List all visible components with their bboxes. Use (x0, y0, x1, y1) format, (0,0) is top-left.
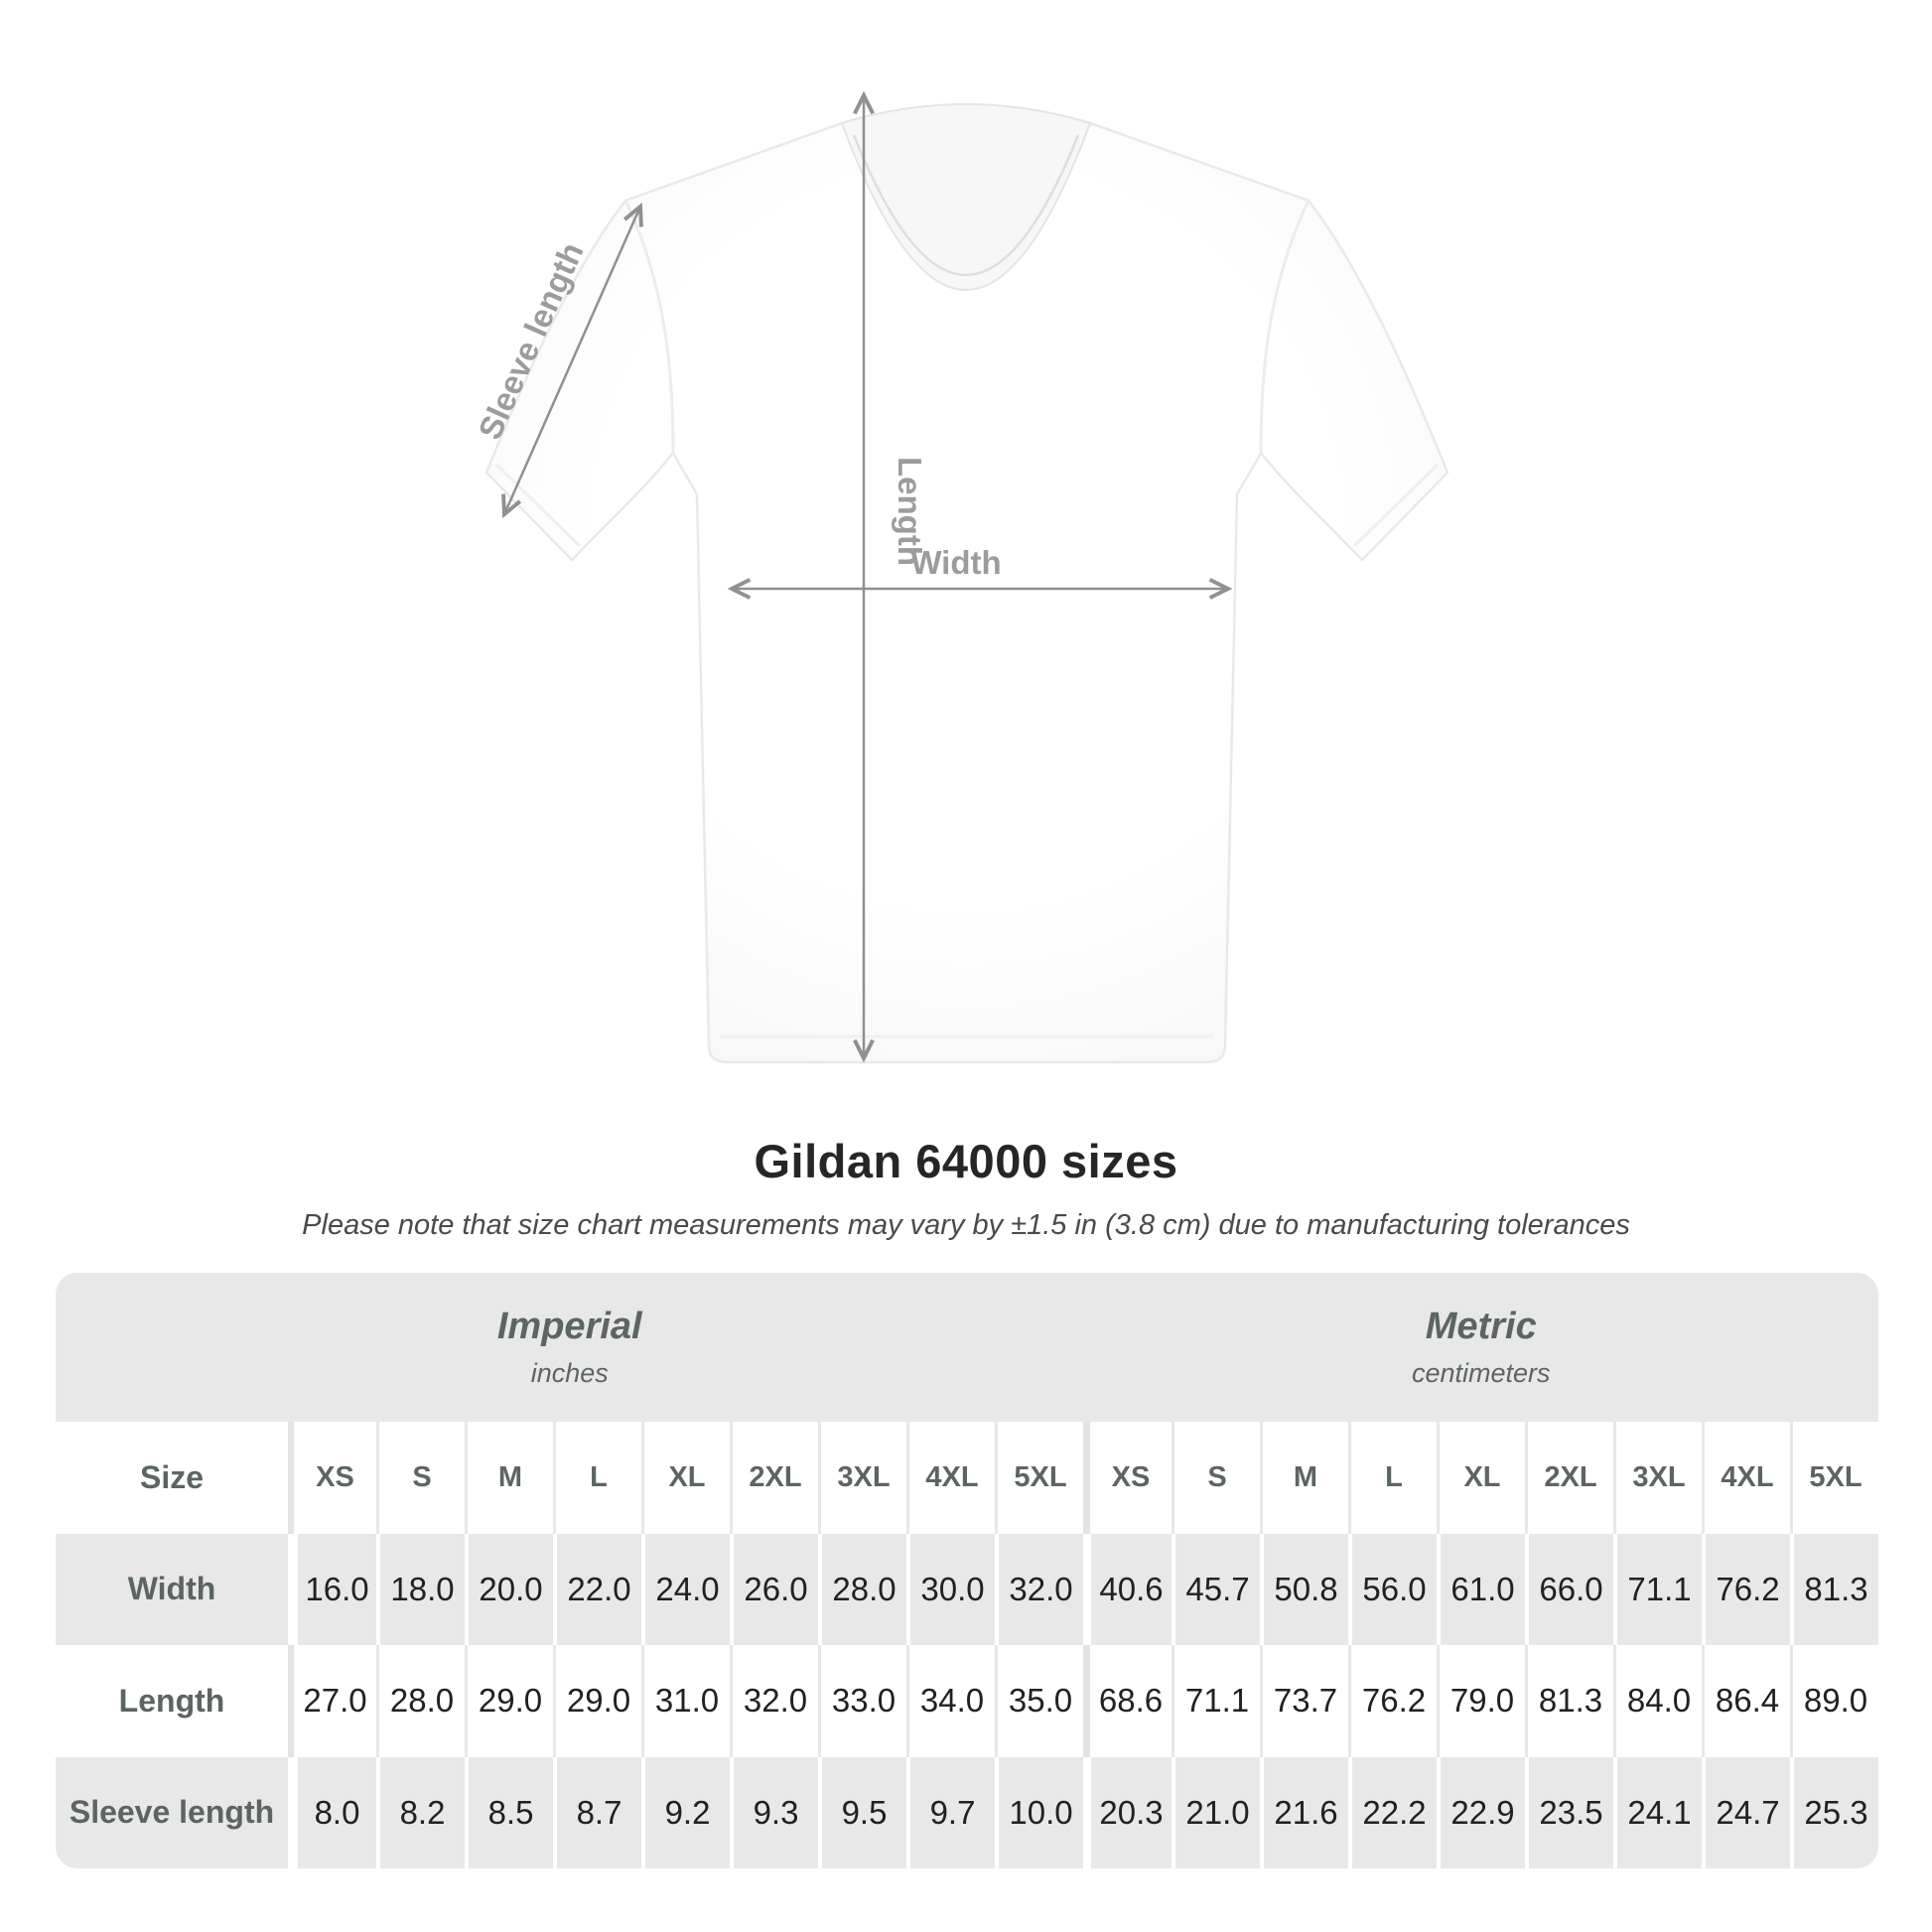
metric-group-name: Metric (1425, 1306, 1537, 1347)
imperial-group-unit: inches (530, 1358, 609, 1388)
tshirt-image: Sleeve length Length Width (471, 90, 1449, 1064)
imperial-value-cell: 28.0 (818, 1533, 906, 1645)
metric-value-cell: 76.2 (1702, 1533, 1790, 1645)
size-header-metric-5xl: 5XL (1790, 1422, 1878, 1534)
metric-value-cell: 20.3 (1083, 1756, 1172, 1868)
metric-value-cell: 22.9 (1437, 1756, 1525, 1868)
metric-group-header: Metric centimeters (1084, 1273, 1878, 1422)
row-label: Length (56, 1645, 288, 1757)
length-label: Length (892, 457, 928, 566)
imperial-value-cell: 31.0 (641, 1645, 730, 1757)
imperial-value-cell: 27.0 (288, 1645, 376, 1757)
tshirt-graphic (484, 103, 1449, 1064)
metric-value-cell: 61.0 (1437, 1533, 1525, 1645)
imperial-value-cell: 24.0 (641, 1533, 730, 1645)
imperial-value-cell: 9.3 (730, 1756, 818, 1868)
size-header-metric-2xl: 2XL (1525, 1422, 1613, 1534)
size-header-imperial-l: L (553, 1422, 641, 1534)
metric-value-cell: 40.6 (1083, 1533, 1172, 1645)
metric-value-cell: 79.0 (1437, 1645, 1525, 1757)
size-header-imperial-3xl: 3XL (818, 1422, 906, 1534)
imperial-value-cell: 10.0 (995, 1756, 1083, 1868)
imperial-value-cell: 35.0 (995, 1645, 1083, 1757)
metric-value-cell: 23.5 (1525, 1756, 1613, 1868)
measurement-grid: Size XS S M L XL 2XL 3XL 4XL 5XL XS S M L XL 2XL 3XL 4XL 5… (56, 1422, 1878, 1868)
imperial-value-cell: 34.0 (906, 1645, 995, 1757)
metric-value-cell: 89.0 (1790, 1645, 1878, 1757)
imperial-value-cell: 28.0 (376, 1645, 465, 1757)
size-header-metric-4xl: 4XL (1702, 1422, 1790, 1534)
metric-value-cell: 73.7 (1260, 1645, 1348, 1757)
page-title: Gildan 64000 sizes (754, 1135, 1178, 1187)
width-label: Width (910, 544, 1001, 581)
imperial-value-cell: 8.0 (288, 1756, 376, 1868)
row-label: Sleeve length (56, 1756, 288, 1868)
size-header-metric-m: M (1260, 1422, 1348, 1534)
metric-value-cell: 71.1 (1172, 1645, 1260, 1757)
metric-value-cell: 86.4 (1702, 1645, 1790, 1757)
imperial-value-cell: 16.0 (288, 1533, 376, 1645)
metric-value-cell: 50.8 (1260, 1533, 1348, 1645)
imperial-group-name: Imperial (496, 1306, 642, 1347)
size-header-imperial-xs: XS (288, 1422, 376, 1534)
size-header-imperial-5xl: 5XL (995, 1422, 1083, 1534)
size-header-metric-3xl: 3XL (1613, 1422, 1702, 1534)
size-header-imperial-m: M (465, 1422, 553, 1534)
metric-value-cell: 24.7 (1702, 1756, 1790, 1868)
row-label: Width (56, 1533, 288, 1645)
imperial-value-cell: 26.0 (730, 1533, 818, 1645)
metric-value-cell: 21.0 (1172, 1756, 1260, 1868)
imperial-value-cell: 8.7 (553, 1756, 641, 1868)
imperial-value-cell: 9.2 (641, 1756, 730, 1868)
size-header-imperial-xl: XL (641, 1422, 730, 1534)
imperial-value-cell: 30.0 (906, 1533, 995, 1645)
size-header-imperial-4xl: 4XL (906, 1422, 995, 1534)
imperial-value-cell: 18.0 (376, 1533, 465, 1645)
metric-value-cell: 24.1 (1613, 1756, 1702, 1868)
metric-group-unit: centimeters (1411, 1358, 1551, 1388)
metric-value-cell: 81.3 (1525, 1645, 1613, 1757)
tolerance-note: Please note that size chart measurements… (302, 1209, 1630, 1241)
size-header-metric-xs: XS (1083, 1422, 1172, 1534)
imperial-value-cell: 9.5 (818, 1756, 906, 1868)
imperial-value-cell: 33.0 (818, 1645, 906, 1757)
imperial-value-cell: 32.0 (995, 1533, 1083, 1645)
size-header-metric-xl: XL (1437, 1422, 1525, 1534)
size-header-metric-l: L (1348, 1422, 1437, 1534)
metric-value-cell: 21.6 (1260, 1756, 1348, 1868)
imperial-value-cell: 22.0 (553, 1533, 641, 1645)
metric-value-cell: 81.3 (1790, 1533, 1878, 1645)
imperial-group-header: Imperial inches (56, 1273, 1084, 1422)
size-header-imperial-2xl: 2XL (730, 1422, 818, 1534)
shirt-diagram: Sleeve length Length Width (471, 90, 1449, 1064)
metric-value-cell: 45.7 (1172, 1533, 1260, 1645)
imperial-value-cell: 29.0 (465, 1645, 553, 1757)
size-table: Imperial inches Metric centimeters Size X… (56, 1273, 1878, 1868)
metric-value-cell: 22.2 (1348, 1756, 1437, 1868)
imperial-value-cell: 8.5 (465, 1756, 553, 1868)
metric-value-cell: 66.0 (1525, 1533, 1613, 1645)
imperial-value-cell: 32.0 (730, 1645, 818, 1757)
size-header-imperial-s: S (376, 1422, 465, 1534)
imperial-value-cell: 29.0 (553, 1645, 641, 1757)
unit-group-band: Imperial inches Metric centimeters (56, 1273, 1878, 1422)
imperial-value-cell: 20.0 (465, 1533, 553, 1645)
metric-value-cell: 84.0 (1613, 1645, 1702, 1757)
metric-value-cell: 76.2 (1348, 1645, 1437, 1757)
size-header-metric-s: S (1172, 1422, 1260, 1534)
imperial-value-cell: 8.2 (376, 1756, 465, 1868)
sleeve-length-dimension-arrow (501, 203, 643, 518)
metric-value-cell: 25.3 (1790, 1756, 1878, 1868)
metric-value-cell: 68.6 (1083, 1645, 1172, 1757)
imperial-value-cell: 9.7 (906, 1756, 995, 1868)
metric-value-cell: 71.1 (1613, 1533, 1702, 1645)
metric-value-cell: 56.0 (1348, 1533, 1437, 1645)
size-column-header: Size (56, 1422, 288, 1534)
